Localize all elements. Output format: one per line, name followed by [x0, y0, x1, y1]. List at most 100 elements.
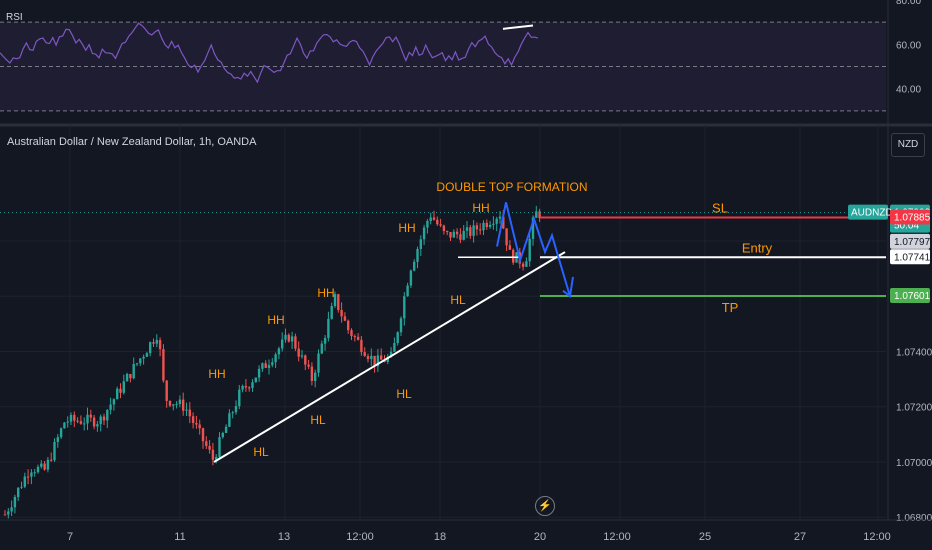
candle: [350, 328, 353, 341]
annotation-hh: HH: [317, 286, 334, 300]
candle-body: [370, 355, 373, 360]
candle: [426, 219, 429, 234]
candle-body: [221, 432, 224, 438]
rsi-label: RSI: [6, 12, 23, 23]
price-tick-label: 1.07400: [896, 348, 932, 359]
candle-body: [363, 352, 366, 357]
candle: [343, 312, 347, 322]
candle-body: [122, 381, 125, 393]
symbol-badge-text: AUDNZD: [851, 208, 893, 219]
candle: [238, 384, 241, 410]
candle: [492, 216, 495, 230]
candle-body: [50, 459, 53, 461]
candle-body: [92, 417, 96, 427]
candle-body: [356, 336, 360, 340]
candle-body: [162, 349, 165, 381]
candle: [76, 417, 79, 424]
candle-body: [525, 261, 528, 267]
candle: [234, 400, 238, 415]
candle: [422, 224, 426, 246]
candle-body: [502, 216, 505, 229]
price-marker-badge: 1.07885: [890, 209, 931, 225]
candle: [327, 311, 330, 342]
candle: [373, 355, 376, 373]
candle-body: [495, 218, 498, 224]
candle: [294, 333, 297, 352]
projection-arrowhead: [562, 276, 574, 299]
candle-body: [63, 422, 66, 429]
candle-body: [274, 354, 277, 363]
candle-body: [182, 399, 185, 411]
candle-body: [436, 219, 439, 225]
price-marker-badge: 1.07741: [890, 249, 931, 265]
candle: [366, 353, 370, 363]
time-axis[interactable]: 7 11 13 12:00 18 20 12:00 25 27 12:00: [0, 519, 932, 543]
candle: [538, 208, 541, 222]
candle: [353, 334, 356, 342]
candle-body: [455, 231, 459, 235]
candle-body: [208, 445, 211, 450]
time-tick-label: 11: [174, 531, 185, 543]
price-pane[interactable]: SL Entry TP DOUBLE TOP FORMATION HH HH HH HH HH H…: [0, 125, 886, 520]
candle-body: [366, 356, 370, 360]
candle-body: [66, 421, 69, 423]
candle-body: [485, 222, 488, 227]
candle-body: [264, 363, 267, 368]
level-label-sl: SL: [712, 201, 728, 216]
candle-body: [469, 227, 472, 236]
candle-body: [290, 336, 294, 342]
candle-body: [505, 228, 508, 246]
candle-body: [475, 225, 479, 230]
candle: [363, 347, 366, 357]
candle: [525, 257, 528, 268]
candle: [129, 373, 132, 383]
annotation-hl: HL: [310, 413, 326, 427]
candle-body: [277, 348, 281, 355]
candle: [142, 354, 145, 365]
candle-body: [56, 437, 59, 442]
candle-body: [472, 225, 475, 236]
candle-body: [350, 330, 353, 337]
candle: [317, 349, 320, 377]
candle-body: [452, 231, 455, 238]
candle-body: [248, 387, 251, 389]
candle: [449, 232, 452, 242]
candle: [79, 415, 83, 425]
rsi-pane[interactable]: [0, 0, 932, 127]
candle-body: [323, 337, 327, 344]
candle: [23, 472, 26, 489]
candle: [403, 292, 406, 326]
candle: [152, 338, 155, 347]
candle: [59, 427, 63, 439]
candle: [436, 216, 439, 226]
candle: [376, 348, 380, 373]
candle: [139, 358, 142, 367]
candle: [406, 282, 409, 297]
candle-body: [69, 414, 73, 422]
projection-path: [496, 202, 571, 297]
price-axis[interactable]: 80.00 60.00 40.00 1.07400 1.07200 1.07000 1.06…: [848, 0, 932, 524]
candle: [99, 414, 102, 432]
candle: [89, 409, 92, 422]
candle: [508, 240, 512, 250]
candle-body: [393, 342, 396, 352]
candle: [284, 328, 287, 343]
currency-button[interactable]: NZD: [891, 133, 925, 157]
candle: [261, 362, 264, 372]
candle-body: [145, 353, 149, 357]
candle-body: [267, 365, 271, 368]
candle-body: [43, 463, 46, 470]
candle: [116, 386, 119, 400]
price-tick-label: 1.07000: [896, 458, 932, 469]
lightning-icon[interactable]: ⚡: [535, 496, 555, 516]
candle: [485, 219, 488, 230]
candle-body: [459, 234, 462, 240]
candle-body: [89, 414, 92, 418]
candle: [495, 216, 498, 232]
candle-body: [228, 413, 231, 427]
candle-body: [449, 232, 452, 238]
candle: [221, 431, 224, 439]
candle: [419, 235, 422, 256]
candle: [40, 460, 43, 469]
